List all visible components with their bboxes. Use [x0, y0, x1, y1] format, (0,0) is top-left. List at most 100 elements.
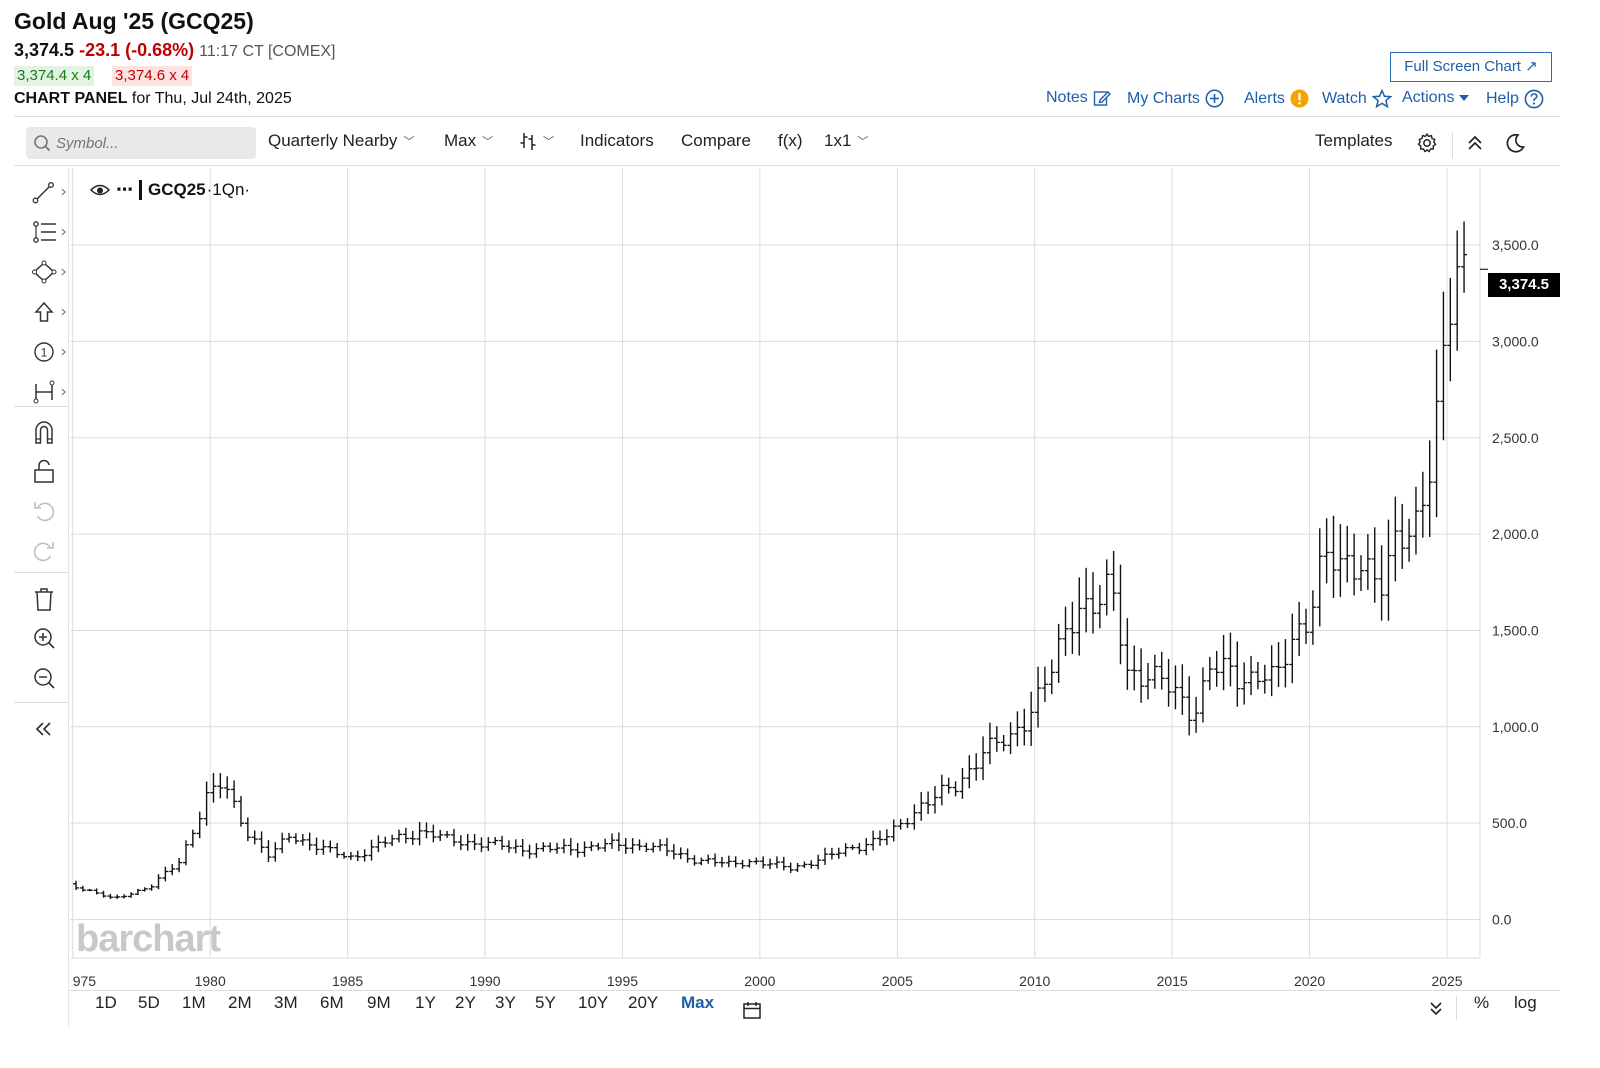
measure-tool-icon[interactable]	[32, 380, 68, 408]
settings-gear-icon[interactable]	[1416, 132, 1438, 159]
alert-warning-icon	[1290, 89, 1309, 108]
range-button-5d[interactable]: 5D	[138, 993, 160, 1012]
range-dropdown[interactable]: Max ﹀	[444, 131, 493, 151]
range-button-3m[interactable]: 3M	[274, 993, 298, 1012]
expand-down-icon[interactable]	[1428, 1000, 1444, 1021]
x-tick-label: 2000	[744, 973, 775, 989]
ask-quote: 3,374.6 x 4	[112, 66, 193, 86]
instrument-title: Gold Aug '25 (GCQ25)	[14, 8, 254, 34]
price-change: -23.1 (-0.68%)	[79, 40, 195, 60]
more-options-icon[interactable]: ⋯	[116, 180, 133, 199]
x-tick-label: 2020	[1294, 973, 1325, 989]
pencil-icon	[1093, 91, 1111, 106]
ohlc-bars	[73, 221, 1488, 899]
plus-circle-icon	[1205, 89, 1224, 108]
chevron-down-icon: ﹀	[543, 136, 554, 148]
chart-panel-label: CHART PANEL for Thu, Jul 24th, 2025	[14, 90, 292, 108]
calendar-icon[interactable]	[742, 1000, 762, 1025]
zoom-out-icon[interactable]	[32, 666, 68, 694]
actions-menu[interactable]: Actions	[1402, 89, 1470, 107]
search-icon	[34, 135, 51, 152]
collapse-sidebar-icon[interactable]	[32, 715, 68, 743]
arrow-up-tool-icon[interactable]	[32, 300, 68, 328]
range-button-max[interactable]: Max	[681, 993, 715, 1012]
last-price: 3,374.5	[14, 40, 75, 60]
trendline-tool-icon[interactable]	[32, 180, 68, 208]
range-button-1d[interactable]: 1D	[95, 993, 117, 1012]
svg-text:1: 1	[41, 346, 48, 360]
range-button-9m[interactable]: 9M	[367, 993, 391, 1012]
tools-divider	[14, 702, 68, 703]
compare-button[interactable]: Compare	[681, 131, 751, 150]
templates-button[interactable]: Templates	[1315, 131, 1393, 150]
range-bar-divider	[68, 990, 1560, 991]
range-button-1m[interactable]: 1M	[182, 993, 206, 1012]
x-tick-label: 2005	[882, 973, 913, 989]
range-button-2m[interactable]: 2M	[228, 993, 252, 1012]
tools-divider	[14, 572, 68, 573]
range-button-1y[interactable]: 1Y	[415, 993, 436, 1012]
y-tick-label: 0.0	[1492, 911, 1512, 927]
drawing-tools-sidebar: 1	[14, 168, 68, 1028]
range-button-6m[interactable]: 6M	[320, 993, 344, 1012]
zoom-in-icon[interactable]	[32, 626, 68, 654]
help-label: Help	[1486, 90, 1519, 107]
percent-scale-button[interactable]: %	[1474, 993, 1490, 1012]
eye-icon[interactable]	[90, 183, 110, 197]
quote-time: 11:17 CT [COMEX]	[199, 43, 336, 60]
x-tick-label: 1980	[195, 973, 226, 989]
x-tick-label: 2025	[1431, 973, 1462, 989]
chevron-down-icon: ﹀	[403, 136, 415, 148]
sidebar-divider	[68, 168, 69, 1028]
layout-dropdown[interactable]: 1x1 ﹀	[824, 131, 868, 151]
caret-down-icon	[1459, 95, 1470, 101]
undo-icon[interactable]	[32, 498, 68, 526]
shapes-tool-icon[interactable]	[32, 260, 68, 288]
symbol-search-box[interactable]	[26, 127, 256, 159]
x-tick-label: 2015	[1157, 973, 1188, 989]
fibonacci-tool-icon[interactable]	[32, 220, 68, 248]
notes-link[interactable]: Notes	[1046, 89, 1111, 107]
series-color-swatch	[139, 180, 142, 200]
fx-button[interactable]: f(x)	[778, 131, 803, 150]
header-divider	[14, 116, 1560, 117]
my-charts-label: My Charts	[1127, 89, 1200, 107]
chevron-down-icon: ﹀	[857, 136, 869, 148]
log-scale-button[interactable]: log	[1514, 993, 1537, 1012]
last-price-tag: 3,374.5	[1488, 273, 1560, 297]
period-dropdown[interactable]: Quarterly Nearby ﹀	[268, 131, 414, 151]
alerts-link[interactable]: Alerts	[1244, 89, 1309, 108]
y-tick-label: 1,000.0	[1492, 719, 1539, 735]
actions-label: Actions	[1402, 89, 1455, 106]
bid-quote: 3,374.4 x 4	[14, 66, 95, 86]
y-axis: 0.0 500.0 1,000.0 1,500.0 2,000.0 2,500.0 3,00…	[1492, 237, 1539, 927]
help-link[interactable]: Help	[1486, 89, 1544, 109]
legend-interval: ·1Qn·	[206, 180, 251, 199]
period-label: Quarterly Nearby	[268, 131, 398, 150]
barchart-watermark: barchart	[76, 918, 221, 960]
range-button-20y[interactable]: 20Y	[628, 993, 659, 1012]
magnet-icon[interactable]	[32, 418, 68, 446]
x-tick-label: 975	[73, 973, 97, 989]
range-button-3y[interactable]: 3Y	[495, 993, 516, 1012]
symbol-input[interactable]	[54, 133, 238, 153]
unlock-icon[interactable]	[32, 458, 68, 486]
series-legend: ⋯ GCQ25·1Qn·	[90, 180, 250, 200]
alerts-label: Alerts	[1244, 89, 1285, 107]
watch-link[interactable]: Watch	[1322, 89, 1392, 109]
range-button-5y[interactable]: 5Y	[535, 993, 556, 1012]
trash-icon[interactable]	[32, 586, 68, 614]
collapse-header-icon[interactable]	[1466, 134, 1484, 157]
my-charts-link[interactable]: My Charts	[1127, 89, 1224, 108]
redo-icon[interactable]	[32, 538, 68, 566]
full-screen-chart-button[interactable]: Full Screen Chart ↗	[1390, 52, 1552, 82]
indicators-button[interactable]: Indicators	[580, 131, 654, 150]
dark-mode-moon-icon[interactable]	[1505, 133, 1525, 158]
tools-divider	[14, 406, 68, 407]
chart-type-dropdown[interactable]: ﹀	[519, 131, 554, 151]
range-button-2y[interactable]: 2Y	[455, 993, 476, 1012]
range-button-10y[interactable]: 10Y	[578, 993, 609, 1012]
numbered-marker-tool-icon[interactable]: 1	[32, 340, 68, 368]
x-axis: 975 1980 1985 1990 1995 2000 2005 2010 2015 2020 2…	[73, 973, 1463, 989]
